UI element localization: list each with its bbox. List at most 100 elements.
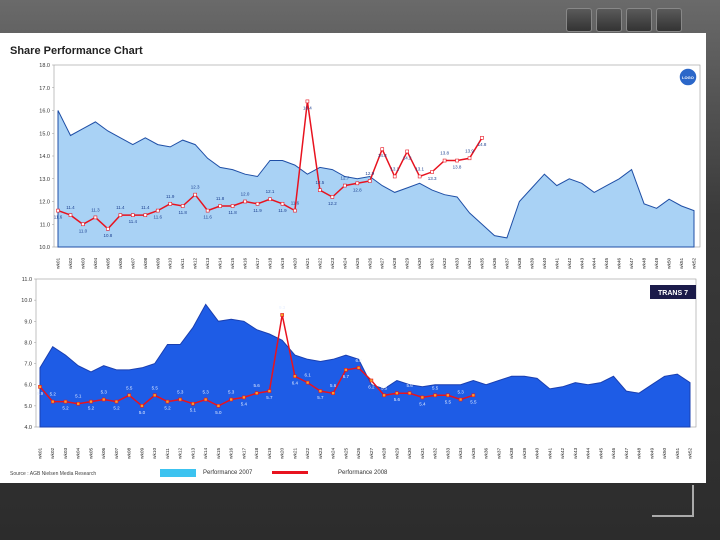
series-2008-point [56, 208, 60, 213]
data-label: 11.6 [54, 215, 63, 220]
x-tick-label: wk44 [586, 447, 592, 459]
data-label: 14.2 [403, 155, 412, 160]
x-tick-label: wk27 [380, 257, 386, 269]
x-tick-label: wk01 [38, 447, 44, 459]
data-label: 13.3 [428, 176, 437, 181]
data-label: 5.6 [394, 397, 401, 402]
x-tick-label: wk23 [318, 447, 324, 459]
x-tick-label: wk22 [305, 447, 311, 459]
x-tick-label: wk38 [509, 447, 515, 459]
x-tick-label: wk39 [522, 447, 528, 459]
x-tick-label: wk05 [105, 257, 111, 269]
decor-box [596, 8, 622, 32]
series-2008-point [165, 399, 170, 404]
data-label: 5.2 [88, 406, 95, 411]
x-tick-label: wk03 [80, 257, 86, 269]
channel-logo: TRANS 7 [650, 285, 696, 299]
series-2008-point [446, 393, 450, 398]
y-tick-label: 8.0 [24, 340, 32, 346]
data-label: 5.2 [62, 406, 69, 411]
x-tick-label: wk34 [467, 257, 473, 269]
x-tick-label: wk19 [280, 257, 286, 269]
x-tick-label: wk24 [342, 257, 348, 269]
series-2008-point [76, 401, 81, 406]
series-2008-point [268, 197, 272, 202]
chart-1: 10.0 11.0 12.0 13.0 14.0 15.0 16.0 17.0 18.0 11.6… [39, 63, 701, 269]
data-label: 5.1 [190, 408, 197, 413]
x-tick-label: wk41 [547, 447, 553, 459]
series-2008-point [229, 397, 233, 402]
y-tick-label: 10.0 [21, 298, 32, 304]
x-tick-label: wk26 [356, 447, 362, 459]
y-tick-label: 13.0 [39, 177, 50, 183]
x-tick-label: wk47 [629, 257, 635, 269]
x-tick-label: wk18 [254, 447, 260, 459]
x-tick-label: wk09 [139, 447, 145, 459]
y-tick-label: 6.0 [24, 383, 32, 389]
x-tick-label: wk32 [442, 257, 448, 269]
series-2008-point [255, 201, 260, 206]
legend-label-2008: Performance 2008 [338, 470, 388, 476]
series-2008-point [330, 195, 335, 199]
x-tick-label: wk20 [292, 257, 298, 269]
logo-badge [678, 67, 698, 87]
x-tick-label: wk34 [458, 447, 464, 459]
series-2008-point [367, 179, 372, 183]
series-2008-point [205, 208, 210, 213]
series-2008-point [127, 393, 132, 398]
x-tick-label: wk14 [203, 447, 209, 459]
data-label: 11.3 [91, 207, 100, 212]
data-label: 5.3 [177, 390, 184, 395]
data-label: 11.4 [66, 205, 75, 210]
legend-swatch-2008 [272, 471, 308, 474]
series-2008-point [93, 215, 98, 220]
chart-title: Share Performance Chart [10, 45, 143, 57]
x-tick-label: wk29 [394, 447, 400, 459]
x-tick-label: wk40 [542, 257, 548, 269]
series-2008-point [131, 213, 135, 217]
x-tick-label: wk41 [554, 257, 560, 269]
x-tick-label: wk43 [573, 447, 579, 459]
x-tick-label: wk50 [662, 447, 668, 459]
series-2008-point [155, 208, 160, 213]
y-tick-label: 18.0 [39, 63, 50, 69]
x-tick-label: wk52 [692, 257, 698, 269]
x-tick-label: wk04 [93, 257, 99, 269]
x-tick-label: wk08 [127, 447, 133, 459]
x-tick-label: wk07 [130, 257, 136, 269]
y-tick-label: 11.0 [40, 222, 50, 228]
x-tick-label: wk39 [529, 257, 535, 269]
data-label: 6.1 [305, 373, 312, 378]
data-label: 5.3 [457, 390, 464, 395]
series-2008-point [50, 399, 55, 404]
data-label: 5.3 [203, 390, 210, 395]
series-2008-point [243, 199, 247, 204]
data-label: 11.6 [203, 215, 212, 220]
data-label: 5.2 [113, 406, 120, 411]
series-2008-point [280, 313, 284, 317]
series-2008-point [242, 395, 246, 400]
x-tick-label: wk45 [604, 257, 610, 269]
series-2008-point [305, 380, 310, 385]
chart-2: 4.0 5.0 6.0 7.0 8.0 9.0 10.0 11.0 5.9 5.2 5.2 5.1 5.… [21, 277, 697, 459]
x-tick-label: wk52 [688, 447, 694, 459]
data-label: 5.5 [470, 399, 477, 404]
x-tick-label: wk15 [230, 257, 236, 269]
x-tick-label: wk46 [611, 447, 617, 459]
x-tick-label: wk21 [305, 257, 311, 269]
data-label: 14.8 [478, 142, 487, 147]
source-note: Source : AGB Nielsen Media Research [10, 471, 97, 477]
x-tick-label: wk16 [229, 447, 235, 459]
x-tick-label: wk30 [407, 447, 413, 459]
data-label: 5.0 [215, 410, 222, 415]
data-label: 11.9 [166, 194, 175, 199]
series-2008-point [267, 389, 272, 393]
series-2008-point [433, 393, 437, 398]
data-label: 5.9 [37, 391, 44, 396]
x-tick-label: wk30 [417, 257, 423, 269]
x-tick-label: wk46 [617, 257, 623, 269]
data-label: 16.4 [303, 105, 312, 110]
x-tick-label: wk06 [101, 447, 107, 459]
series-2008-point [331, 391, 335, 395]
decor-bracket [652, 485, 694, 517]
